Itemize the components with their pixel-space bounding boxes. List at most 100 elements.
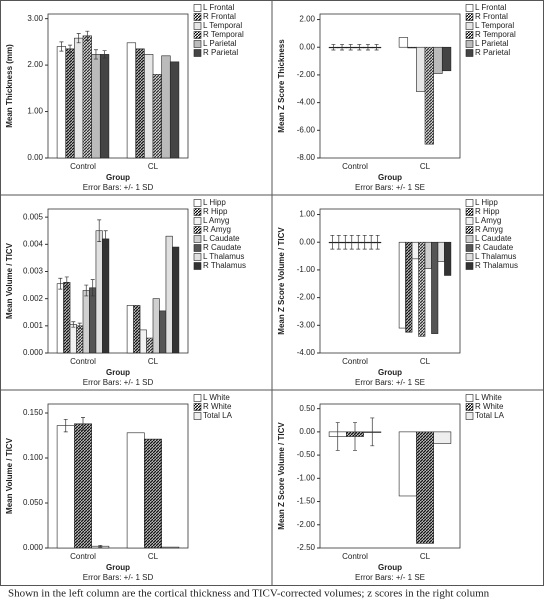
legend-swatch: [193, 235, 202, 243]
legend-swatch: [465, 31, 474, 39]
legend-label: L Frontal: [203, 3, 234, 12]
y-tick-label: -2.50: [297, 543, 316, 552]
bar: [139, 329, 147, 354]
legend-swatch: [193, 4, 202, 12]
bar-tint: [144, 439, 162, 548]
legend-label: R Thalamus: [203, 261, 246, 270]
legend-label: R Caudate: [475, 243, 514, 252]
legend-label: R White: [475, 402, 504, 411]
legend-swatch: [193, 226, 202, 234]
bar: [169, 61, 180, 159]
bar: [152, 298, 160, 354]
x-axis-title: Group: [378, 368, 402, 377]
legend-label: L White: [475, 393, 502, 402]
y-tick-label: 0.005: [23, 212, 44, 221]
bar-tint: [135, 48, 145, 158]
bar: [411, 241, 419, 260]
legend-swatch: [465, 394, 474, 402]
legend-label: R Hipp: [203, 207, 228, 216]
legend-label: L Amyg: [203, 216, 229, 225]
bar: [56, 46, 67, 159]
legend-label: R Temporal: [203, 30, 244, 39]
error-bar: [97, 219, 102, 242]
y-tick-label: 0.00: [299, 237, 315, 246]
legend-label: L Parietal: [475, 39, 509, 48]
error-bar: [349, 234, 354, 250]
plot-frame: [47, 403, 189, 549]
legend-label: L Temporal: [475, 21, 514, 30]
y-tick-label: 0.150: [23, 408, 44, 417]
caption: Shown in the left column are the cortica…: [8, 588, 490, 600]
y-tick-label: 1.00: [299, 210, 315, 219]
error-bar: [374, 44, 379, 51]
legend-label: R Parietal: [203, 48, 238, 57]
y-tick-label: 0.001: [23, 321, 44, 330]
error-bar: [63, 418, 68, 433]
plot-frame: [47, 13, 189, 159]
note: Error Bars: +/- 1 SE: [355, 183, 425, 192]
y-axis-title: Mean Z Score Volume / TICV: [277, 422, 286, 530]
error-bar: [343, 234, 348, 250]
note: Error Bars: +/- 1 SD: [83, 378, 154, 387]
legend-swatch: [465, 412, 474, 420]
legend-swatch: [193, 253, 202, 261]
bar: [398, 37, 409, 48]
legend-swatch: [465, 403, 474, 411]
bar: [161, 55, 171, 159]
bar: [95, 230, 103, 354]
legend-swatch: [193, 208, 202, 216]
bar: [133, 305, 141, 354]
y-tick-label: -6.00: [297, 125, 316, 134]
error-bar: [348, 44, 353, 51]
legend-label: L Caudate: [203, 234, 240, 243]
y-tick-label: 0.003: [23, 267, 44, 276]
y-axis-title: Mean Z Score Volume / TICV: [277, 227, 286, 335]
bar-tint: [65, 48, 75, 158]
y-axis-title: Mean Volume / TICV: [5, 242, 14, 319]
note: Error Bars: +/- 1 SE: [355, 573, 425, 582]
legend-swatch: [465, 199, 474, 207]
y-axis-title: Mean Z Score Thickness: [277, 39, 286, 133]
bar: [441, 46, 452, 72]
error-bar: [370, 417, 375, 447]
legend-swatch: [465, 226, 474, 234]
error-bar: [103, 230, 108, 248]
bar: [398, 241, 406, 329]
legend-label: L Temporal: [203, 21, 242, 30]
legend-label: R Temporal: [475, 30, 516, 39]
error-bar: [98, 544, 103, 548]
bar-tint: [133, 305, 141, 353]
x-tick-label: CL: [148, 552, 159, 561]
error-bar: [77, 322, 82, 329]
legend-swatch: [465, 22, 474, 30]
legend-label: R Frontal: [475, 12, 508, 21]
plot-frame: [47, 208, 189, 354]
legend-label: L Thalamus: [203, 252, 244, 261]
bar: [144, 438, 162, 549]
legend-label: Total LA: [203, 411, 233, 420]
bar-tint: [418, 242, 425, 337]
y-tick-label: -1.50: [297, 497, 316, 506]
bar: [99, 54, 110, 159]
x-tick-label: Control: [70, 162, 96, 171]
bar: [416, 431, 434, 544]
legend-label: R Parietal: [475, 48, 510, 57]
legend-label: L Frontal: [475, 3, 506, 12]
legend-swatch: [193, 394, 202, 402]
error-bar: [336, 234, 341, 250]
y-tick-label: 2.00: [27, 60, 43, 69]
legend-label: R Caudate: [203, 243, 242, 252]
error-bar: [356, 234, 361, 250]
error-bar: [71, 321, 76, 328]
x-tick-label: CL: [148, 357, 159, 366]
bar: [102, 238, 110, 354]
y-tick-label: -2.00: [297, 520, 316, 529]
legend-label: L Parietal: [203, 39, 237, 48]
legend-swatch: [465, 208, 474, 216]
bar: [165, 235, 173, 354]
legend-swatch: [193, 22, 202, 30]
error-bar: [335, 422, 340, 451]
legend-swatch: [193, 412, 202, 420]
x-tick-label: Control: [342, 552, 368, 561]
bar: [89, 287, 97, 354]
